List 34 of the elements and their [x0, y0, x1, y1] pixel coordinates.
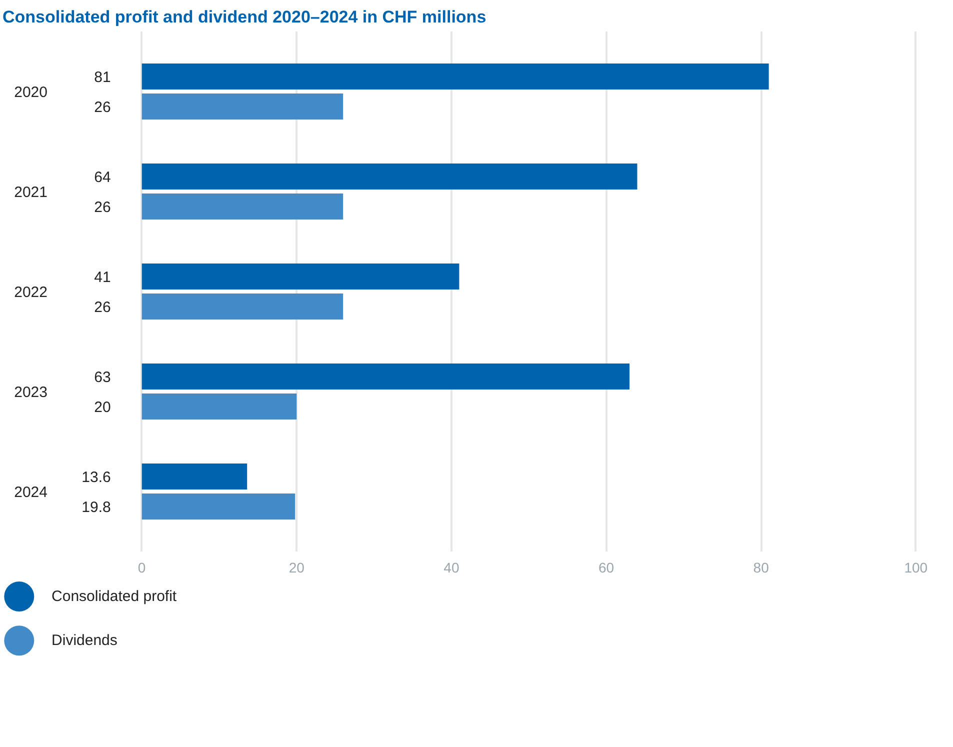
bar — [142, 264, 460, 290]
bar — [142, 494, 296, 520]
data-label: 26 — [94, 199, 111, 216]
x-tick-label: 80 — [753, 560, 770, 576]
data-label: 64 — [94, 169, 111, 186]
x-tick-label: 100 — [904, 560, 928, 576]
bar — [142, 364, 630, 390]
data-label: 26 — [94, 299, 111, 316]
data-label: 81 — [94, 69, 111, 86]
legend-label: Dividends — [52, 632, 118, 650]
bar — [142, 294, 344, 320]
bar — [142, 94, 344, 120]
data-label: 41 — [94, 269, 111, 286]
y-tick-label: 2022 — [14, 284, 48, 301]
bar — [142, 194, 344, 220]
x-tick-label: 40 — [444, 560, 460, 576]
legend-label: Consolidated profit — [52, 588, 178, 605]
y-tick-label: 2020 — [14, 84, 48, 101]
bar — [142, 64, 769, 90]
bar — [142, 164, 638, 190]
data-label: 20 — [94, 399, 111, 416]
data-label: 13.6 — [82, 469, 111, 486]
data-label: 26 — [94, 99, 111, 116]
x-tick-label: 60 — [598, 560, 614, 576]
data-label: 19.8 — [82, 499, 111, 516]
bar — [142, 464, 248, 490]
y-tick-label: 2021 — [14, 184, 48, 201]
bar — [142, 394, 297, 420]
x-tick-label: 0 — [138, 560, 146, 576]
y-tick-label: 2024 — [14, 484, 48, 501]
data-label: 63 — [94, 369, 111, 386]
y-tick-label: 2023 — [14, 384, 48, 401]
x-tick-label: 20 — [288, 560, 305, 576]
chart-title: Consolidated profit and dividend 2020–2024 in CHF millions — [2, 8, 486, 26]
